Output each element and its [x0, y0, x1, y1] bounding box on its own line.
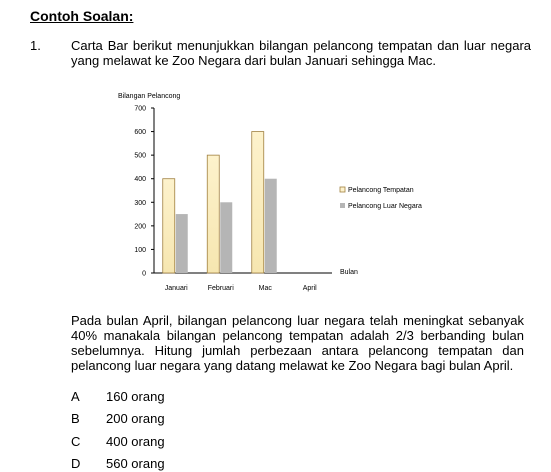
y-tick-label: 700 [134, 106, 146, 113]
option-a-letter: A [71, 389, 80, 404]
y-axis-title: Bilangan Pelancong [118, 93, 180, 100]
option-a[interactable]: A 160 orang [71, 389, 165, 404]
bar-luar-negara [220, 202, 233, 273]
option-d[interactable]: D 560 orang [71, 456, 165, 471]
y-tick-label: 400 [134, 176, 146, 183]
bar-luar-negara [175, 214, 188, 273]
option-c-text: 400 orang [106, 434, 165, 449]
page-heading: Contoh Soalan: [30, 8, 134, 24]
y-tick-label: 600 [134, 129, 146, 136]
question-number: 1. [30, 38, 41, 53]
option-a-text: 160 orang [106, 389, 165, 404]
legend-swatch-tempatan [339, 186, 346, 193]
y-tick-label: 300 [134, 200, 146, 207]
x-tick-label: Januari [165, 285, 188, 292]
legend-swatch-luar-negara [340, 203, 345, 208]
y-tick-label: 500 [134, 153, 146, 160]
legend-label-luar-negara: Pelancong Luar Negara [348, 203, 422, 210]
option-b-letter: B [71, 411, 80, 426]
x-tick-label: Mac [259, 285, 273, 292]
bar-chart: 0 100 200 300 400 500 600 700 Bilangan Pelancong… [110, 88, 450, 296]
bar-tempatan [162, 178, 176, 274]
legend-label-tempatan: Pelancong Tempatan [348, 187, 414, 194]
bar-luar-negara [264, 178, 277, 273]
option-c-letter: C [71, 434, 81, 449]
bar-tempatan [206, 154, 220, 274]
question-body: Pada bulan April, bilangan pelancong lua… [71, 313, 524, 373]
question-intro: Carta Bar berikut menunjukkan bilangan p… [71, 38, 531, 68]
y-tick-label: 200 [134, 223, 146, 230]
x-tick-label: April [303, 285, 317, 292]
x-tick-label: Februari [208, 285, 235, 292]
option-d-text: 560 orang [106, 456, 165, 471]
bar-tempatan [251, 131, 265, 274]
option-c[interactable]: C 400 orang [71, 434, 165, 449]
y-tick-label: 0 [142, 271, 146, 278]
option-d-letter: D [71, 456, 81, 471]
y-tick-label: 100 [134, 247, 146, 254]
option-b-text: 200 orang [106, 411, 165, 426]
option-b[interactable]: B 200 orang [71, 411, 165, 426]
x-axis-title: Bulan [340, 269, 358, 276]
bar-chart-svg: 0 100 200 300 400 500 600 700 Bilangan Pelancong… [118, 93, 422, 292]
